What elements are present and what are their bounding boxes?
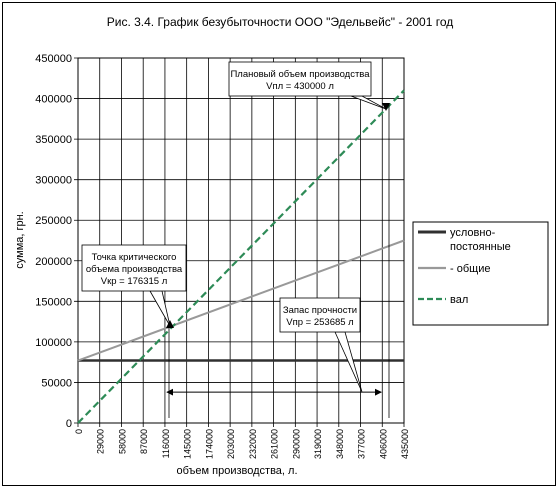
callout-box — [81, 244, 187, 292]
x-tick-label: 29000 — [96, 429, 106, 454]
x-tick-label: 435000 — [400, 429, 410, 459]
critical-point-marker — [166, 320, 174, 328]
x-axis-label: объем производства, л. — [176, 465, 297, 477]
legend-label: - общие — [450, 263, 490, 275]
series-line — [77, 89, 405, 424]
y-tick-label: 450000 — [35, 53, 72, 65]
legend-label: условно- — [450, 227, 496, 239]
y-tick-label: 350000 — [35, 134, 72, 146]
annotation-text: объема производства — [86, 264, 183, 275]
annotation-text: Vпл = 430000 л — [266, 81, 334, 92]
y-tick-label: 150000 — [35, 296, 72, 308]
chart-title: Рис. 3.4. График безубыточности ООО "Эде… — [107, 15, 454, 29]
x-tick-label: 319000 — [313, 429, 323, 459]
x-tick-label: 0 — [74, 429, 84, 434]
x-tick-label: 406000 — [378, 429, 388, 459]
y-axis-label: сумма, грн. — [14, 211, 26, 269]
annotation-text: Vпр = 253685 л — [286, 317, 353, 328]
y-tick-label: 0 — [66, 418, 72, 430]
planned-point-marker — [382, 103, 390, 111]
x-tick-label: 261000 — [270, 429, 280, 459]
x-tick-label: 87000 — [139, 429, 149, 454]
x-tick-label: 290000 — [291, 429, 301, 459]
x-tick-label: 58000 — [117, 429, 127, 454]
x-tick-label: 203000 — [226, 429, 236, 459]
y-tick-label: 200000 — [35, 256, 72, 268]
annotation-text: Точка критического — [92, 252, 177, 263]
callout-box — [279, 297, 361, 333]
y-tick-label: 250000 — [35, 215, 72, 227]
legend-box — [412, 221, 549, 326]
x-tick-label: 174000 — [204, 429, 214, 459]
callout-box — [228, 61, 372, 97]
x-tick-label: 348000 — [335, 429, 345, 459]
tick-labels: 0 50000 100000 150000 200000 250000 300000 3500… — [35, 53, 410, 459]
x-tick-label: 116000 — [161, 429, 171, 458]
y-tick-label: 300000 — [35, 175, 72, 187]
annotation-text: Запас прочности — [283, 305, 357, 316]
y-tick-label: 100000 — [35, 337, 72, 349]
annotation-text: Vкр = 176315 л — [101, 276, 168, 287]
x-tick-label: 377000 — [357, 429, 367, 459]
x-tick-label: 232000 — [248, 429, 258, 459]
x-tick-label: 145000 — [183, 429, 193, 459]
annotation-text: Плановый объем производства — [230, 69, 370, 80]
legend: условно-постоянные - общие вал — [412, 221, 549, 326]
legend-label: постоянные — [450, 241, 511, 253]
y-tick-label: 50000 — [41, 377, 72, 389]
y-tick-label: 400000 — [35, 94, 72, 106]
series-line — [77, 239, 405, 362]
legend-label: вал — [450, 294, 468, 306]
